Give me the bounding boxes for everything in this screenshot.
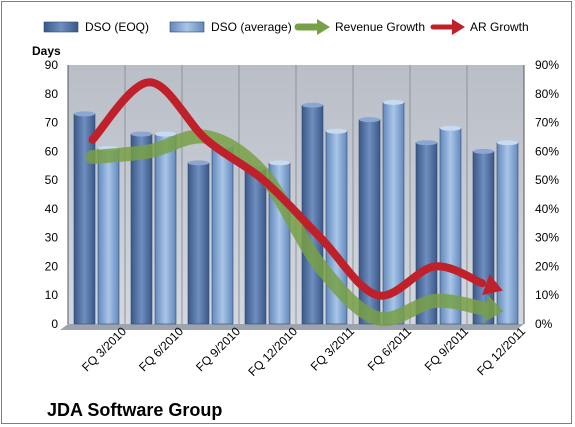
y-left-tick-label: 80	[45, 87, 59, 101]
bar-top-dso-eoq	[359, 117, 380, 123]
bar-top-dso-average	[383, 99, 404, 105]
y-axis-title: Days	[32, 44, 61, 58]
y-right-tick-label: 0%	[535, 317, 553, 331]
y-left-tick-label: 40	[45, 202, 59, 216]
y-right-tick-label: 50%	[535, 173, 559, 187]
x-tick-label: FQ 12/2010	[245, 324, 300, 379]
bar-top-dso-eoq	[131, 131, 152, 137]
bar-dso-eoq	[472, 151, 495, 325]
y-left-tick-label: 20	[45, 259, 59, 273]
y-right-tick-label: 90%	[535, 58, 559, 72]
legend-label-ar-growth: AR Growth	[470, 20, 529, 34]
y-right-tick-label: 20%	[535, 259, 559, 273]
y-right-tick-label: 60%	[535, 144, 559, 158]
bar-dso-eoq	[187, 162, 210, 325]
y-right-tick-label: 30%	[535, 231, 559, 245]
bar-top-dso-eoq	[473, 148, 494, 154]
bar-top-dso-average	[155, 131, 176, 137]
bar-top-dso-eoq	[416, 140, 437, 146]
x-tick-label: FQ 3/2011	[308, 324, 358, 374]
bar-top-dso-eoq	[302, 102, 323, 108]
series-line-revenue-growth	[85, 129, 489, 327]
bar-top-dso-average	[269, 160, 290, 166]
x-tick-label: FQ 9/2010	[193, 324, 243, 374]
legend-arrow-revenue-growth	[317, 19, 330, 35]
y-right-tick-label: 70%	[535, 116, 559, 130]
x-tick-label: FQ 6/2011	[365, 324, 415, 374]
y-left-tick-label: 90	[45, 58, 59, 72]
plot-floor	[60, 324, 524, 330]
y-left-tick-label: 10	[45, 288, 59, 302]
bar-top-dso-average	[326, 128, 347, 134]
legend-label-dso-average-: DSO (average)	[211, 20, 292, 34]
x-tick-label: FQ 3/2010	[79, 324, 129, 374]
bar-top-dso-eoq	[74, 111, 95, 117]
bar-top-dso-average	[440, 125, 461, 131]
footer-label: JDA Software Group	[47, 400, 222, 420]
x-tick-label: FQ 12/2011	[474, 324, 528, 378]
bar-top-dso-average	[497, 140, 518, 146]
x-tick-label: FQ 9/2011	[422, 324, 472, 374]
legend-label-dso-eoq-: DSO (EOQ)	[85, 20, 149, 34]
legend-arrow-ar-growth	[452, 19, 465, 35]
y-left-tick-label: 50	[45, 173, 59, 187]
y-left-tick-label: 70	[45, 116, 59, 130]
arrow-head-revenue-growth	[483, 294, 504, 323]
y-right-tick-label: 40%	[535, 202, 559, 216]
bar-top-dso-eoq	[188, 160, 209, 166]
y-left-tick-label: 0	[51, 317, 58, 331]
bar-dso-eoq	[244, 168, 267, 325]
legend-swatch-dso-eoq-	[43, 21, 79, 33]
y-right-tick-label: 10%	[535, 288, 559, 302]
arrow-head-ar-growth	[482, 274, 503, 295]
x-tick-label: FQ 6/2010	[136, 324, 186, 374]
bar-dso-average	[211, 145, 234, 325]
bar-dso-average	[496, 142, 519, 325]
bar-dso-eoq	[73, 113, 96, 325]
y-right-tick-label: 80%	[535, 87, 559, 101]
y-left-tick-label: 30	[45, 231, 59, 245]
bar-dso-eoq	[130, 133, 153, 325]
legend-label-revenue-growth: Revenue Growth	[335, 20, 425, 34]
bar-dso-average	[154, 133, 177, 325]
y-left-tick-label: 60	[45, 144, 59, 158]
legend-swatch-dso-average-	[169, 21, 205, 33]
series-line-ar-growth	[88, 78, 487, 300]
bar-dso-average	[97, 148, 120, 325]
bar-dso-eoq	[301, 104, 324, 325]
